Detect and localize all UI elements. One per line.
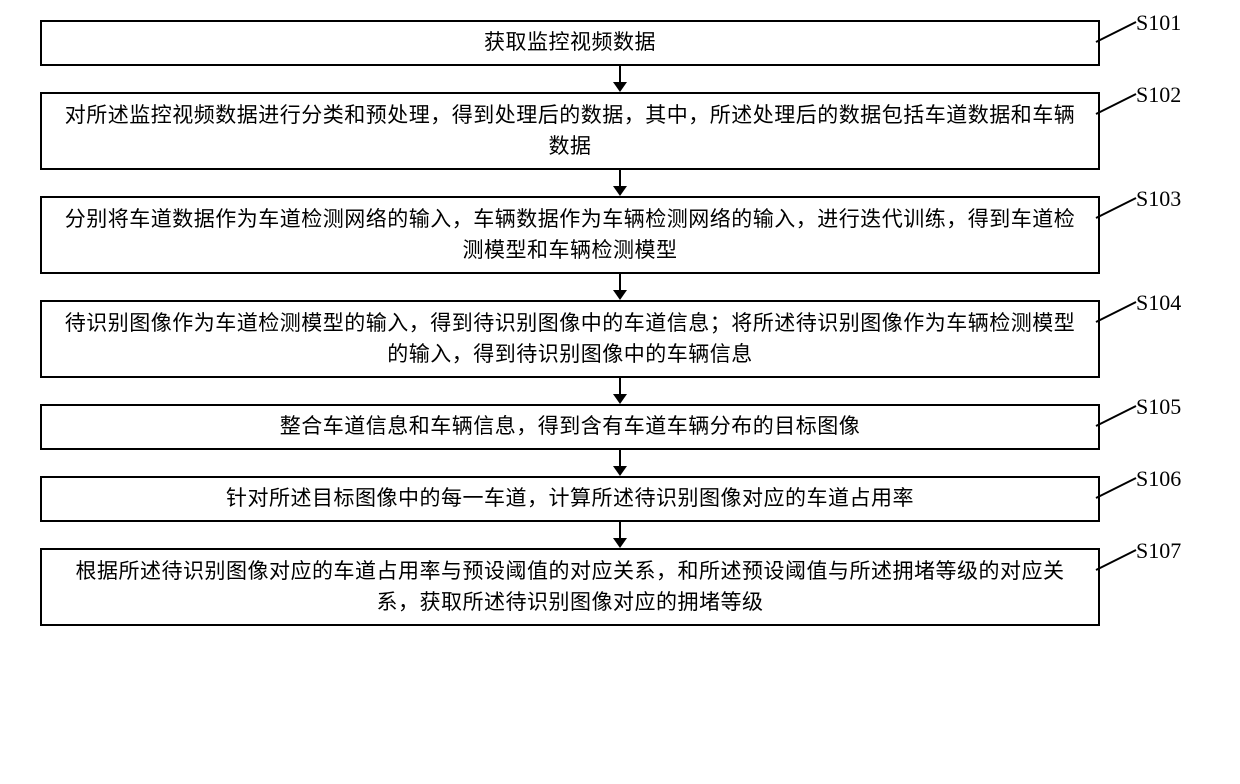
step-box-s101: 获取监控视频数据	[40, 20, 1100, 66]
step-row: 根据所述待识别图像对应的车道占用率与预设阈值的对应关系，和所述预设阈值与所述拥堵…	[0, 548, 1240, 626]
step-box-s103: 分别将车道数据作为车道检测网络的输入，车辆数据作为车辆检测网络的输入，进行迭代训…	[40, 196, 1100, 274]
label-wrap: S102	[1100, 92, 1181, 170]
connector-line-svg	[1094, 404, 1144, 430]
arrow-icon	[610, 378, 630, 404]
step-text: 分别将车道数据作为车道检测网络的输入，车辆数据作为车辆检测网络的输入，进行迭代训…	[56, 204, 1084, 267]
label-wrap: S105	[1100, 404, 1181, 450]
label-wrap: S104	[1100, 300, 1181, 378]
step-row: 获取监控视频数据 S101	[0, 20, 1240, 66]
step-row: 分别将车道数据作为车道检测网络的输入，车辆数据作为车辆检测网络的输入，进行迭代训…	[0, 196, 1240, 274]
step-text: 根据所述待识别图像对应的车道占用率与预设阈值的对应关系，和所述预设阈值与所述拥堵…	[56, 556, 1084, 619]
step-text: 整合车道信息和车辆信息，得到含有车道车辆分布的目标图像	[280, 411, 861, 443]
arrow-icon	[610, 274, 630, 300]
step-text: 针对所述目标图像中的每一车道，计算所述待识别图像对应的车道占用率	[226, 483, 914, 515]
label-wrap: S103	[1100, 196, 1181, 274]
step-box-s107: 根据所述待识别图像对应的车道占用率与预设阈值的对应关系，和所述预设阈值与所述拥堵…	[40, 548, 1100, 626]
label-wrap: S107	[1100, 548, 1181, 626]
connector-line-svg	[1094, 196, 1144, 222]
arrow-icon	[610, 66, 630, 92]
connector-line-svg	[1094, 20, 1144, 46]
step-row: 整合车道信息和车辆信息，得到含有车道车辆分布的目标图像 S105	[0, 404, 1240, 450]
flowchart-container: 获取监控视频数据 S101 对所述监控视频数据进行分类和预处理，得到处理后的数据…	[0, 20, 1240, 626]
step-text: 待识别图像作为车道检测模型的输入，得到待识别图像中的车道信息；将所述待识别图像作…	[56, 308, 1084, 371]
step-box-s104: 待识别图像作为车道检测模型的输入，得到待识别图像中的车道信息；将所述待识别图像作…	[40, 300, 1100, 378]
label-wrap: S106	[1100, 476, 1181, 522]
step-text: 获取监控视频数据	[484, 27, 656, 59]
arrow-icon	[610, 522, 630, 548]
connector-line-svg	[1094, 92, 1144, 118]
arrow-icon	[610, 450, 630, 476]
label-wrap: S101	[1100, 20, 1181, 66]
step-box-s106: 针对所述目标图像中的每一车道，计算所述待识别图像对应的车道占用率	[40, 476, 1100, 522]
step-row: 待识别图像作为车道检测模型的输入，得到待识别图像中的车道信息；将所述待识别图像作…	[0, 300, 1240, 378]
step-row: 对所述监控视频数据进行分类和预处理，得到处理后的数据，其中，所述处理后的数据包括…	[0, 92, 1240, 170]
connector-line-svg	[1094, 300, 1144, 326]
step-row: 针对所述目标图像中的每一车道，计算所述待识别图像对应的车道占用率 S106	[0, 476, 1240, 522]
step-box-s105: 整合车道信息和车辆信息，得到含有车道车辆分布的目标图像	[40, 404, 1100, 450]
connector-line-svg	[1094, 476, 1144, 502]
step-text: 对所述监控视频数据进行分类和预处理，得到处理后的数据，其中，所述处理后的数据包括…	[56, 100, 1084, 163]
step-box-s102: 对所述监控视频数据进行分类和预处理，得到处理后的数据，其中，所述处理后的数据包括…	[40, 92, 1100, 170]
arrow-icon	[610, 170, 630, 196]
connector-line-svg	[1094, 548, 1144, 574]
